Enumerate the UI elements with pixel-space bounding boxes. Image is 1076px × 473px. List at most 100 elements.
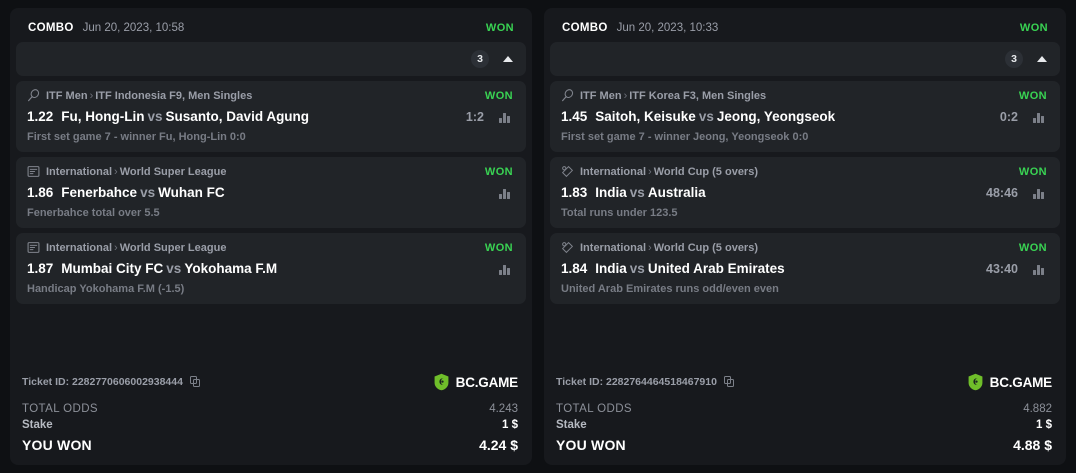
bar-chart-icon[interactable]	[1033, 263, 1047, 275]
bet-match-line: 1.45 Saitoh, Keisuke vs Jeong, Yeongseok 0…	[561, 109, 1047, 124]
bc-game-logo-icon	[968, 373, 983, 391]
bet-league-line: International › World Super League WON	[27, 165, 513, 178]
tennis-racquet-icon	[562, 89, 574, 102]
bet-score: 43:40	[986, 261, 1018, 276]
selection-count-badge: 3	[1005, 50, 1023, 68]
bet-odds: 1.87	[27, 261, 54, 276]
bet-odds: 1.84	[561, 261, 588, 276]
chevron-up-icon[interactable]	[1037, 56, 1047, 62]
bet-match-line: 1.83 India vs Australia 48:46	[561, 185, 1047, 200]
fifa-esports-icon	[27, 166, 40, 177]
bet-odds: 1.45	[561, 109, 588, 124]
bet-odds: 1.83	[561, 185, 588, 200]
bet-status-badge: WON	[1018, 165, 1047, 178]
bar-chart-icon[interactable]	[499, 187, 513, 199]
brand-name: BC.GAME	[455, 374, 519, 390]
league-text: International › World Cup (5 overs)	[580, 165, 758, 178]
bet-league-line: ITF Men › ITF Indonesia F9, Men Singles WO…	[27, 89, 513, 102]
bet-teams: Fu, Hong-Lin vs Susanto, David Agung	[61, 109, 310, 124]
stake-value: 1 $	[502, 419, 518, 431]
payout-row: YOU WON 4.88 $	[556, 433, 1052, 455]
bet-status-badge: WON	[1018, 241, 1047, 254]
bet-teams: Mumbai City FC vs Yokohama F.M	[61, 261, 278, 276]
ticket-footer: Ticket ID: 2282770606002938444 BC.GAME T…	[16, 363, 526, 465]
bet-score: 1:2	[465, 109, 484, 124]
stake-value: 1 $	[1036, 419, 1052, 431]
bet-row[interactable]: International › World Cup (5 overs) WON 1.…	[550, 233, 1060, 304]
bar-chart-icon[interactable]	[1033, 187, 1047, 199]
bet-score: 48:46	[986, 185, 1018, 200]
bet-status-badge: WON	[1018, 89, 1047, 102]
bet-market: Handicap Yokohama F.M (-1.5)	[27, 283, 185, 295]
chevron-up-icon[interactable]	[503, 56, 513, 62]
total-odds-label: TOTAL ODDS	[22, 403, 98, 415]
league-text: International › World Cup (5 overs)	[580, 241, 758, 254]
ticket-type-label: COMBO	[28, 22, 74, 34]
tennis-racquet-icon	[28, 89, 40, 102]
stake-row: Stake 1 $	[556, 417, 1052, 433]
ticket-header: COMBO Jun 20, 2023, 10:58 WON	[16, 14, 526, 40]
ticket-status-badge: WON	[1019, 22, 1048, 34]
bet-market: United Arab Emirates runs odd/even even	[561, 283, 779, 295]
bet-row[interactable]: International › World Super League WON 1.8…	[16, 233, 526, 304]
bet-match-line: 1.22 Fu, Hong-Lin vs Susanto, David Agung …	[27, 109, 513, 124]
bet-odds: 1.86	[27, 185, 54, 200]
cricket-icon	[561, 241, 574, 254]
ticket-type-label: COMBO	[562, 22, 608, 34]
copy-icon[interactable]	[723, 376, 735, 388]
copy-icon[interactable]	[189, 376, 201, 388]
bar-chart-icon[interactable]	[1033, 111, 1047, 123]
bc-game-logo-icon	[434, 373, 449, 391]
bet-teams: Fenerbahce vs Wuhan FC	[61, 185, 225, 200]
bet-row[interactable]: International › World Super League WON 1.8…	[16, 157, 526, 228]
bet-teams: Saitoh, Keisuke vs Jeong, Yeongseok	[595, 109, 836, 124]
bet-status-badge: WON	[484, 165, 513, 178]
bet-league-line: International › World Cup (5 overs) WON	[561, 241, 1047, 254]
league-text: ITF Men › ITF Indonesia F9, Men Singles	[46, 89, 253, 102]
ticket-collapse-bar[interactable]: 3	[16, 42, 526, 76]
bet-score: 0:2	[999, 109, 1018, 124]
total-odds-label: TOTAL ODDS	[556, 403, 632, 415]
bet-league-line: International › World Cup (5 overs) WON	[561, 165, 1047, 178]
bet-league-line: ITF Men › ITF Korea F3, Men Singles WON	[561, 89, 1047, 102]
ticket-id-row: Ticket ID: 2282770606002938444 BC.GAME	[22, 373, 518, 401]
bar-chart-icon[interactable]	[499, 263, 513, 275]
ticket-status-badge: WON	[485, 22, 514, 34]
payout-row: YOU WON 4.24 $	[22, 433, 518, 455]
bet-match-line: 1.86 Fenerbahce vs Wuhan FC	[27, 185, 513, 200]
ticket-header: COMBO Jun 20, 2023, 10:33 WON	[550, 14, 1060, 40]
bet-ticket-card[interactable]: COMBO Jun 20, 2023, 10:58 WON 3 ITF Men ›…	[10, 8, 532, 465]
total-odds-row: TOTAL ODDS 4.243	[22, 401, 518, 417]
stake-label: Stake	[22, 419, 53, 431]
bet-row[interactable]: International › World Cup (5 overs) WON 1.…	[550, 157, 1060, 228]
bet-status-badge: WON	[484, 89, 513, 102]
ticket-id-label: Ticket ID: 2282770606002938444	[22, 376, 183, 388]
selection-count-badge: 3	[471, 50, 489, 68]
bet-market: First set game 7 - winner Fu, Hong-Lin 0…	[27, 131, 246, 143]
payout-value: 4.24 $	[479, 437, 518, 453]
payout-value: 4.88 $	[1013, 437, 1052, 453]
bet-row[interactable]: ITF Men › ITF Indonesia F9, Men Singles WO…	[16, 81, 526, 152]
bar-chart-icon[interactable]	[499, 111, 513, 123]
total-odds-value: 4.243	[489, 403, 518, 415]
bet-ticket-card[interactable]: COMBO Jun 20, 2023, 10:33 WON 3 ITF Men ›…	[544, 8, 1066, 465]
bet-status-badge: WON	[484, 241, 513, 254]
bet-row[interactable]: ITF Men › ITF Korea F3, Men Singles WON 1.…	[550, 81, 1060, 152]
ticket-id-label: Ticket ID: 2282764464518467910	[556, 376, 717, 388]
ticket-date: Jun 20, 2023, 10:58	[82, 22, 185, 34]
brand-logo: BC.GAME	[433, 373, 518, 391]
ticket-id-row: Ticket ID: 2282764464518467910 BC.GAME	[556, 373, 1052, 401]
brand-logo: BC.GAME	[967, 373, 1052, 391]
fifa-esports-icon	[27, 242, 40, 253]
league-text: International › World Super League	[46, 165, 227, 178]
bet-market: Total runs under 123.5	[561, 207, 678, 219]
bet-teams: India vs Australia	[595, 185, 706, 200]
league-text: International › World Super League	[46, 241, 227, 254]
bet-teams: India vs United Arab Emirates	[595, 261, 785, 276]
brand-name: BC.GAME	[989, 374, 1053, 390]
ticket-collapse-bar[interactable]: 3	[550, 42, 1060, 76]
stake-label: Stake	[556, 419, 587, 431]
total-odds-row: TOTAL ODDS 4.882	[556, 401, 1052, 417]
ticket-date: Jun 20, 2023, 10:33	[616, 22, 719, 34]
